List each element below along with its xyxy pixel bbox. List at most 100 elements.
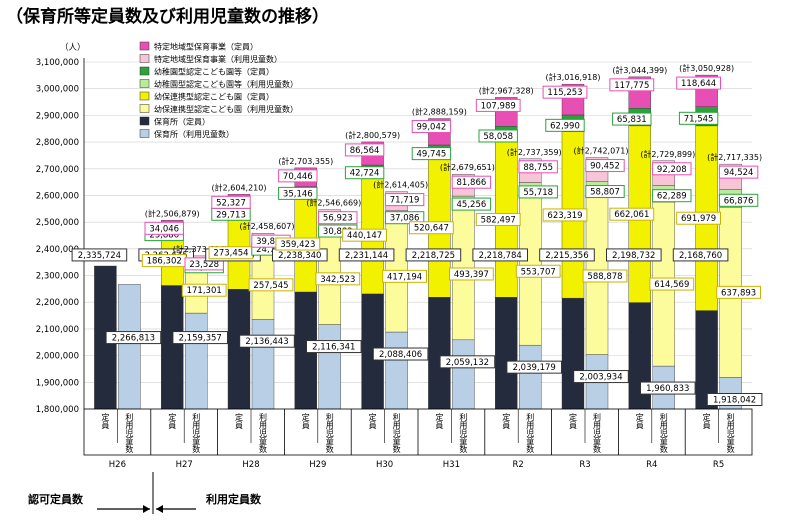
nursery-capacity-label-H31-box xyxy=(405,248,462,262)
renkei-users-label-H28-box xyxy=(248,278,294,292)
chiiki-capacity-label-H28: 52,327 xyxy=(216,198,246,208)
renkei-capacity-label-R4-box xyxy=(609,207,655,221)
y-tick-label: 2,700,000 xyxy=(36,165,79,175)
chiiki-capacity-label-H30-box xyxy=(344,143,385,157)
nursery-users-bar-R2 xyxy=(519,344,542,410)
renkei-users-label-H28: 257,545 xyxy=(253,281,288,291)
chiiki-users-label-H30-box xyxy=(384,193,425,207)
chiiki-users-label-R5-box xyxy=(718,165,759,179)
renkei-capacity-label-H31-box xyxy=(409,221,454,235)
nursery-users-label-H27: 2,159,357 xyxy=(179,334,222,344)
nursery-capacity-label-R5-box xyxy=(672,248,729,262)
capacity-total-label-R4: (計3,044,399) xyxy=(612,65,667,75)
nursery-users-label-R4: 1,960,833 xyxy=(646,384,689,394)
nursery-users-label-R2: 2,039,179 xyxy=(513,363,556,373)
nursery-capacity-label-H31: 2,218,725 xyxy=(412,251,455,261)
renkei-users-label-R5-box xyxy=(716,285,762,299)
legend-swatch xyxy=(139,91,150,101)
nursery-capacity-bar-H31 xyxy=(428,297,451,410)
legend-entry: 幼保連携型認定こども園（定員） xyxy=(154,92,274,102)
x-sublabel-users: 利用児童数 xyxy=(325,412,334,454)
yochien-capacity-label-R3: 62,990 xyxy=(550,121,580,131)
chiiki-capacity-label-R2: 107,989 xyxy=(481,101,516,111)
yochien-users-label-H31: 45,256 xyxy=(457,200,487,210)
renkei-users-label-H31-box xyxy=(449,267,494,281)
chiiki-users-label-H30: 71,719 xyxy=(390,196,420,206)
yochien-capacity-label-R2-box xyxy=(478,129,518,143)
capacity-total-label-H27: (計2,506,879) xyxy=(145,208,200,218)
renkei-capacity-label-H30: 440,147 xyxy=(347,231,382,241)
chiiki-users-label-R5: 94,524 xyxy=(724,168,754,178)
nursery-users-label-R2-box xyxy=(506,360,562,374)
yochien-users-label-R4-box xyxy=(652,189,692,203)
users-total-label-H31: (計2,679,651) xyxy=(440,162,495,172)
nursery-capacity-label-H30: 2,231,144 xyxy=(345,251,388,261)
nursery-users-label-R3-box xyxy=(573,370,629,384)
nursery-users-label-H27-box xyxy=(172,331,228,345)
chiiki-capacity-label-H27: 34,046 xyxy=(149,224,179,234)
nursery-users-label-H28: 2,136,443 xyxy=(245,337,288,347)
x-sublabel-users: 利用児童数 xyxy=(526,412,535,454)
y-tick-label: 2,000,000 xyxy=(36,352,79,362)
renkei-users-label-R5: 637,893 xyxy=(721,288,756,298)
legend-swatch xyxy=(139,116,150,126)
users-total-label-R4: (計2,729,899) xyxy=(640,149,695,159)
chiiki-users-label-H28: 39,895 xyxy=(256,237,286,247)
renkei-users-label-H29: 342,523 xyxy=(320,275,355,285)
users-total-label-R2: (計2,737,359) xyxy=(507,147,562,157)
nursery-users-label-R5: 1,918,042 xyxy=(713,395,756,405)
nursery-capacity-label-R3-box xyxy=(539,248,595,262)
x-category-label: R2 xyxy=(513,460,524,470)
x-sublabel-users: 利用児童数 xyxy=(259,412,268,454)
renkei-capacity-label-H31: 520,647 xyxy=(414,224,449,234)
nursery-users-label-H30-box xyxy=(372,347,429,361)
legend-entry: 幼稚園型認定こども園等（利用児童数） xyxy=(154,79,298,89)
yochien-users-label-R2-box xyxy=(518,185,558,199)
x-sublabel-capacity: 定員 xyxy=(301,412,310,430)
nursery-users-label-H26-box xyxy=(105,331,162,345)
renkei-capacity-label-H28: 273,454 xyxy=(213,249,248,259)
x-sublabel-users: 利用児童数 xyxy=(659,412,668,454)
renkei-users-label-R2-box xyxy=(515,264,561,278)
capacity-total-label-H28: (計2,604,210) xyxy=(212,182,267,192)
chiiki-capacity-label-H31: 99,042 xyxy=(417,123,447,133)
x-category-label: R4 xyxy=(646,460,657,470)
nursery-users-bar-H27 xyxy=(184,312,208,410)
y-tick-label: 2,100,000 xyxy=(36,325,79,335)
users-total-label-H27: (計2,373,614) xyxy=(173,244,228,254)
legend-entry: 特定地域型保育事業（定員） xyxy=(154,42,258,52)
yochien-capacity-label-R5-box xyxy=(678,111,719,125)
legend-swatch xyxy=(139,41,150,51)
yochien-capacity-label-R4-box xyxy=(612,112,652,126)
y-axis-unit: （人） xyxy=(60,42,86,53)
yochien-capacity-label-H29: 35,146 xyxy=(283,189,313,199)
nursery-capacity-label-H29: 2,238,340 xyxy=(278,251,321,261)
yochien-capacity-label-H31-box xyxy=(411,147,452,161)
nursery-users-label-H28-box xyxy=(239,334,295,348)
chiiki-users-label-R3-box xyxy=(585,159,625,173)
users-total-label-H29: (計2,546,669) xyxy=(306,198,361,208)
yochien-capacity-label-H30: 42,724 xyxy=(350,169,380,179)
chiiki-capacity-label-R3: 115,253 xyxy=(547,88,582,98)
x-category-label: H31 xyxy=(443,460,460,470)
nursery-capacity-label-R3: 2,215,356 xyxy=(545,251,588,261)
nursery-users-label-H31: 2,059,132 xyxy=(446,358,489,368)
capacity-total-label-H29: (計2,703,355) xyxy=(278,156,333,166)
chiiki-capacity-label-R2-box xyxy=(475,98,521,112)
chiiki-users-label-R2-box xyxy=(518,160,558,174)
nursery-users-bar-H29 xyxy=(318,324,341,410)
chiiki-capacity-label-H28-box xyxy=(211,195,251,209)
legend-swatch xyxy=(139,79,150,88)
x-category-label: R3 xyxy=(579,460,590,470)
yochien-users-label-H30-box xyxy=(384,211,425,225)
yochien-capacity-label-H28: 29,713 xyxy=(216,210,246,220)
y-tick-label: 2,600,000 xyxy=(36,191,79,201)
yochien-users-label-H31-box xyxy=(451,197,492,211)
chiiki-capacity-label-H29: 70,446 xyxy=(283,172,313,182)
renkei-users-label-H29-box xyxy=(315,272,361,286)
x-sublabel-capacity: 定員 xyxy=(368,412,377,430)
chiiki-capacity-label-H27-box xyxy=(144,221,184,235)
capacity-total-label-H31: (計2,888,159) xyxy=(412,107,467,117)
footer-arrows: 認可定員数 利用定員数 xyxy=(28,472,262,514)
